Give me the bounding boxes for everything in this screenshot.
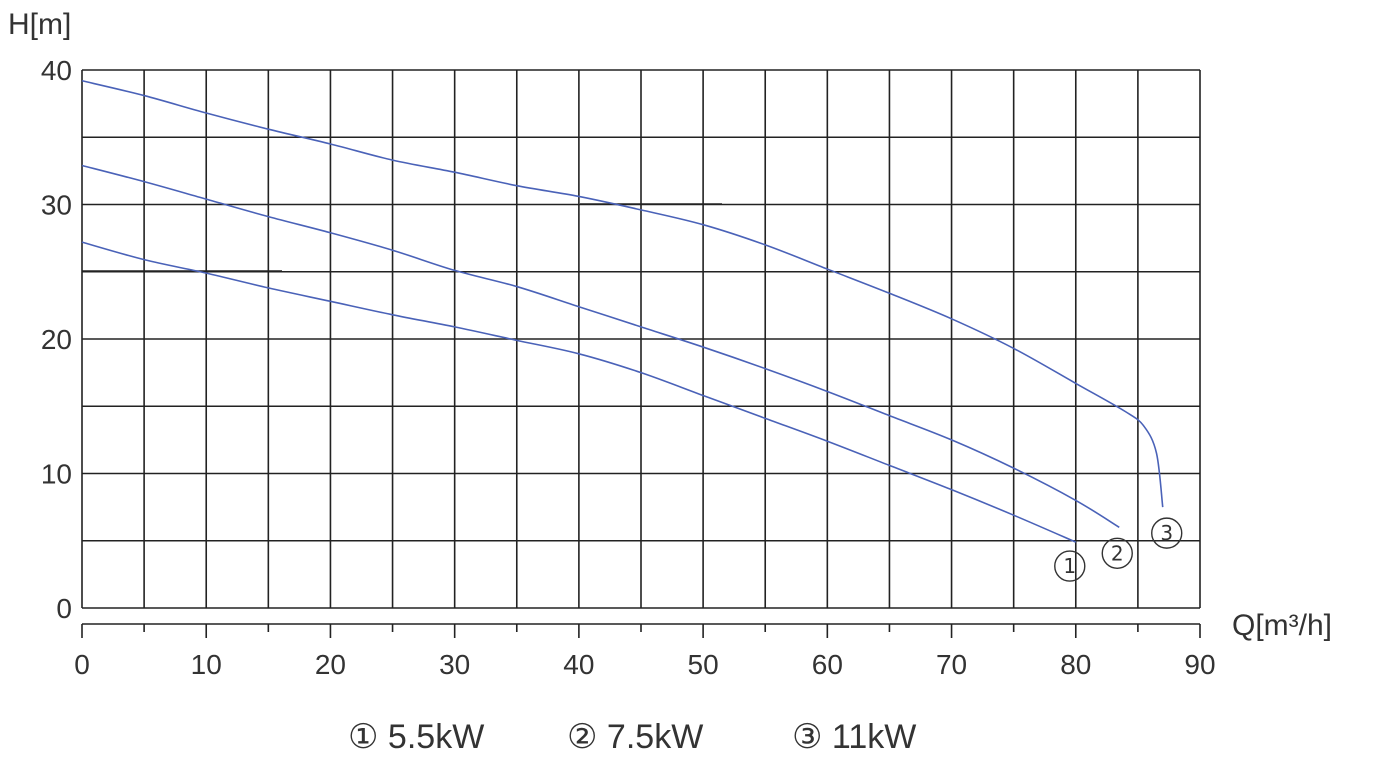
x-tick-labels: 0 10 20 30 40 50 60 70 80 90 [74, 649, 1215, 680]
x-tick-label: 80 [1060, 649, 1091, 680]
x-axis-label: Q[m³/h] [1232, 609, 1332, 642]
series-marker-label-3: 3 [1160, 521, 1173, 545]
grid [81, 69, 1201, 609]
legend: ① 5.5kW ② 7.5kW ③ 11kW [348, 718, 916, 756]
axes [81, 623, 1201, 638]
x-tick-label: 20 [315, 649, 346, 680]
reference-lines [82, 203, 722, 272]
series-lines [81, 79, 1164, 543]
x-tick-label: 30 [439, 649, 470, 680]
series-marker-label-2: 2 [1111, 541, 1124, 565]
series-markers: 1 2 3 [1054, 517, 1183, 582]
y-tick-label: 20 [41, 324, 72, 355]
x-tick-label: 50 [688, 649, 719, 680]
y-axis-label: H[m] [8, 8, 71, 41]
y-tick-label: 40 [41, 55, 72, 86]
series-marker-circle-2 [1101, 537, 1133, 569]
x-tick-label: 90 [1184, 649, 1215, 680]
x-tick-label: 0 [74, 649, 90, 680]
series-marker-circle-3 [1151, 517, 1183, 549]
series-line-1 [81, 241, 1077, 543]
series-marker-circle-1 [1054, 550, 1086, 582]
y-tick-labels: 0 10 20 30 40 [41, 55, 72, 624]
legend-entry-3: ③ 11kW [792, 718, 916, 756]
y-tick-label: 0 [56, 593, 72, 624]
legend-entry-1: ① 5.5kW [348, 718, 484, 756]
x-tick-label: 40 [563, 649, 594, 680]
series-line-3 [81, 79, 1164, 508]
x-tick-label: 60 [812, 649, 843, 680]
legend-entry-2: ② 7.5kW [567, 718, 703, 756]
x-tick-label: 70 [936, 649, 967, 680]
y-tick-label: 30 [41, 190, 72, 221]
series-line-2 [81, 164, 1120, 528]
y-tick-label: 10 [41, 459, 72, 490]
series-marker-label-1: 1 [1063, 554, 1076, 578]
x-tick-label: 10 [191, 649, 222, 680]
